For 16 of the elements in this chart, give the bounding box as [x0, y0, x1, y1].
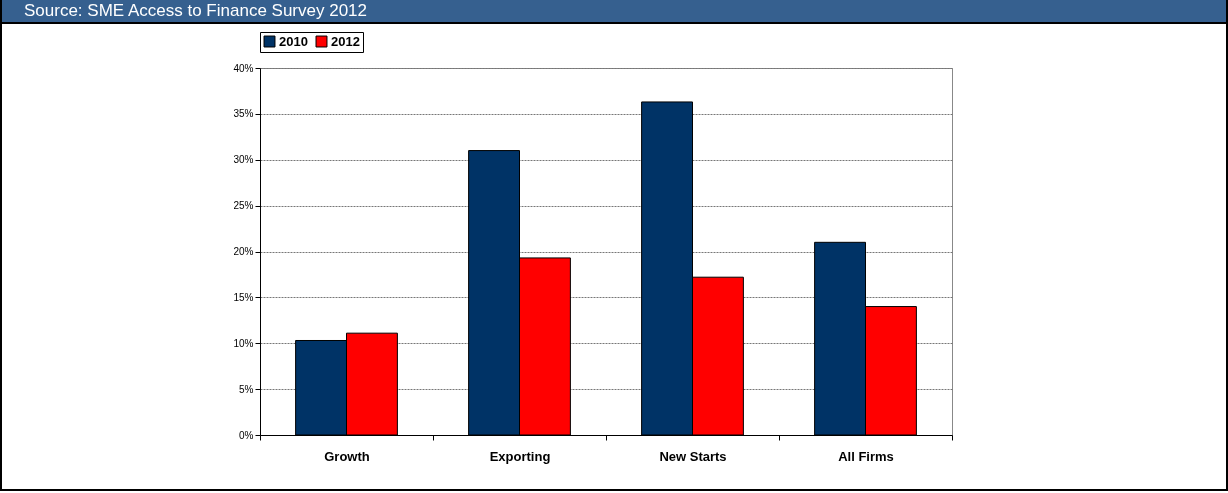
y-tick-label: 15% — [233, 291, 254, 303]
y-tick-label: 5% — [239, 383, 254, 395]
x-tick-label: Exporting — [489, 448, 551, 464]
x-tick-label: All Firms — [838, 448, 894, 464]
y-tick-label: 40% — [233, 62, 254, 74]
y-tick-label: 25% — [233, 200, 254, 212]
y-tick-label: 30% — [233, 154, 254, 166]
legend-label: 2012 — [331, 33, 360, 49]
legend-label: 2010 — [279, 33, 308, 49]
y-tick-label: 20% — [233, 246, 254, 257]
y-tick-label: 35% — [233, 108, 254, 120]
y-tick-label: 0% — [239, 429, 254, 441]
x-tick-label: Growth — [324, 448, 370, 464]
source-note: Source: SME Access to Finance Survey 2012 — [24, 1, 368, 20]
x-tick-label: New Starts — [659, 448, 727, 464]
y-tick-label: 10% — [233, 337, 254, 349]
